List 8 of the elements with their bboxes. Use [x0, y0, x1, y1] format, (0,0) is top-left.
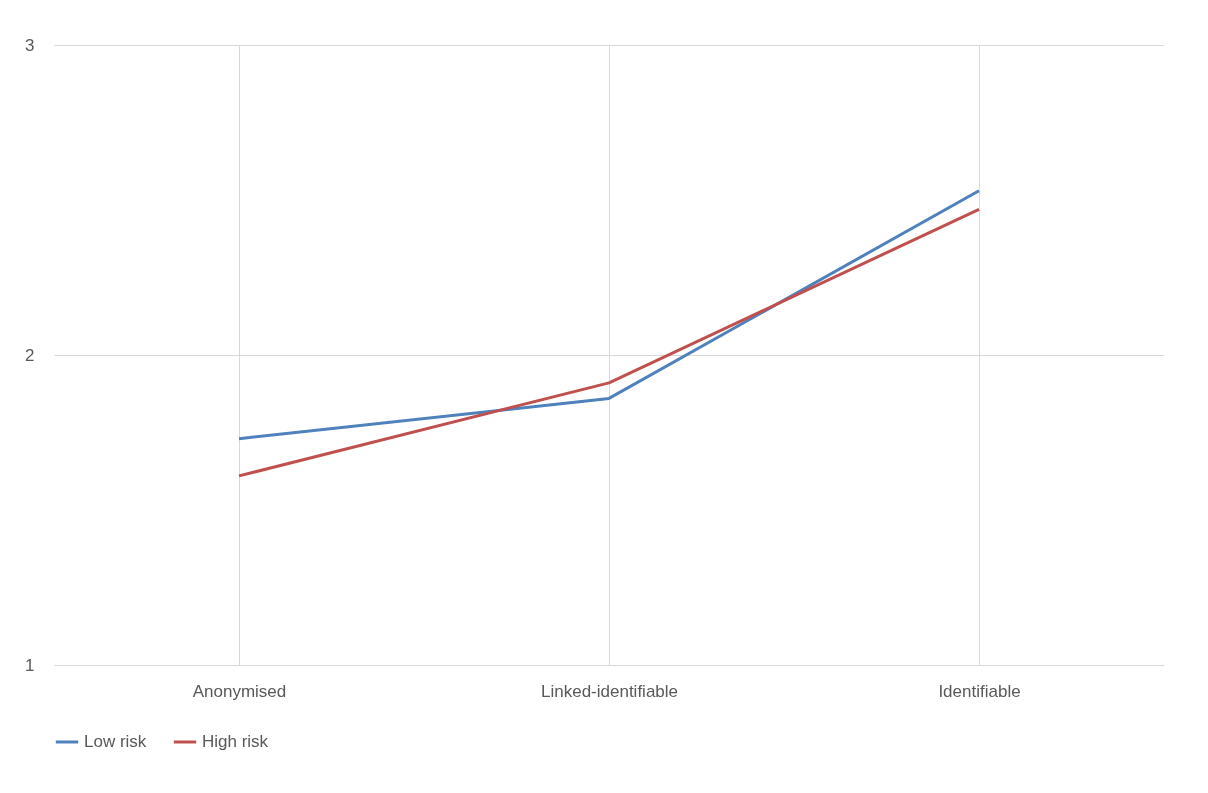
x-tick-label: Anonymised [192, 681, 287, 701]
legend-label: Low risk [84, 732, 147, 751]
y-tick-label: 2 [25, 345, 35, 365]
x-tick-label: Identifiable [938, 681, 1021, 701]
x-tick-label: Linked-identifiable [540, 681, 679, 701]
y-tick-label: 3 [25, 35, 35, 55]
y-tick-label: 1 [25, 655, 35, 675]
legend-label: High risk [202, 732, 269, 751]
